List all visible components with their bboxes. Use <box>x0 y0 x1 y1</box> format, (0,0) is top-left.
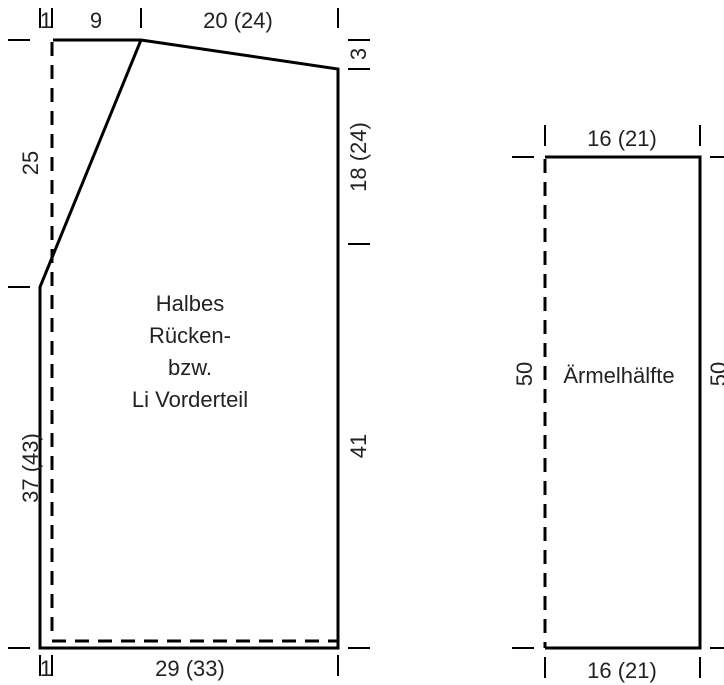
dim-side-length: 41 <box>346 434 371 458</box>
bottom-dimension-ticks <box>39 655 339 676</box>
dim-hem-width: 29 (33) <box>155 656 225 681</box>
dim-shoulder-width: 20 (24) <box>203 8 273 33</box>
sleeve-dimension-ticks <box>512 125 724 678</box>
dim-neck-depth: 25 <box>18 151 43 175</box>
sleeve-outline <box>545 155 702 650</box>
dim-armhole-depth: 18 (24) <box>346 122 371 192</box>
back-piece-outline <box>38 38 340 650</box>
dim-sleeve-top-width: 16 (21) <box>587 126 657 151</box>
back-piece: 1 9 20 (24) 3 18 (24) 25 41 37 (43) 1 29… <box>8 8 371 681</box>
dim-shoulder-slope: 3 <box>346 48 371 60</box>
back-label-line-1: Halbes <box>156 291 224 316</box>
right-dimension-ticks <box>348 39 370 649</box>
dim-center-length: 37 (43) <box>18 433 43 503</box>
sleeve-piece: 16 (21) 16 (21) 50 50 Ärmelhälfte <box>512 125 724 683</box>
back-label-line-3: bzw. <box>168 355 212 380</box>
top-dimension-ticks <box>39 8 339 28</box>
back-label-line-4: Li Vorderteil <box>132 387 248 412</box>
dim-bottom-left-edge: 1 <box>40 656 52 681</box>
dim-sleeve-right-length: 50 <box>706 362 724 386</box>
left-dimension-ticks <box>8 39 30 649</box>
dim-sleeve-left-length: 50 <box>512 362 537 386</box>
dim-neck-width: 9 <box>90 8 102 33</box>
dim-top-left-edge: 1 <box>40 8 52 33</box>
sleeve-label: Ärmelhälfte <box>563 363 674 388</box>
back-label-line-2: Rücken- <box>149 323 231 348</box>
dim-sleeve-bottom-width: 16 (21) <box>587 658 657 683</box>
back-piece-label: Halbes Rücken- bzw. Li Vorderteil <box>132 291 248 412</box>
